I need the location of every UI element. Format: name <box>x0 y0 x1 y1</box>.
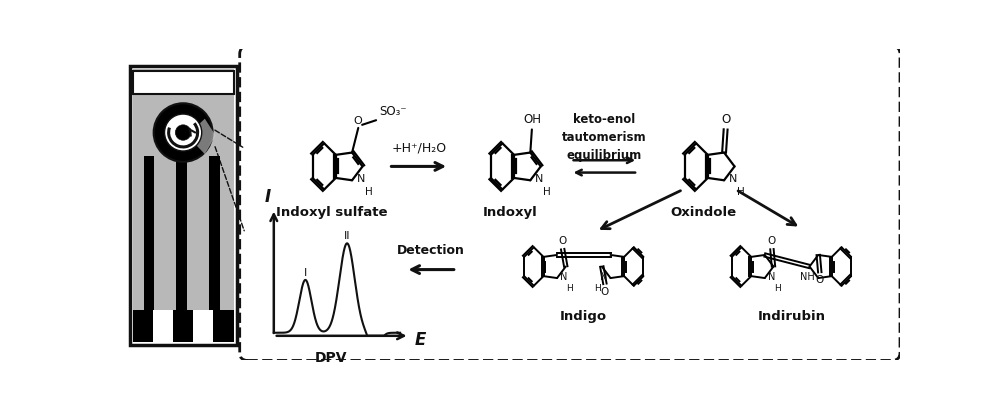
Text: II: II <box>344 231 350 241</box>
Circle shape <box>154 103 213 162</box>
Text: N: N <box>535 174 543 184</box>
Text: H: H <box>774 284 781 293</box>
Bar <box>209 156 220 310</box>
Text: OH: OH <box>523 113 541 126</box>
Text: O: O <box>601 287 609 297</box>
Text: I: I <box>265 188 271 206</box>
Text: O: O <box>816 275 824 286</box>
Text: N: N <box>768 271 775 281</box>
FancyBboxPatch shape <box>240 46 900 360</box>
Text: Indigo: Indigo <box>560 310 607 323</box>
Text: O: O <box>721 113 730 126</box>
Text: +H⁺/H₂O: +H⁺/H₂O <box>391 142 446 155</box>
Text: H: H <box>365 187 373 197</box>
Bar <box>153 310 173 342</box>
Polygon shape <box>187 119 216 154</box>
Text: keto-enol
tautomerism
equilibrium: keto-enol tautomerism equilibrium <box>562 113 646 162</box>
Bar <box>176 156 187 310</box>
Text: Oxindole: Oxindole <box>671 207 737 220</box>
Bar <box>193 310 213 342</box>
Text: Indoxyl: Indoxyl <box>483 207 538 220</box>
Text: Indoxyl sulfate: Indoxyl sulfate <box>276 207 388 220</box>
Text: N: N <box>357 174 365 184</box>
Text: SO₃⁻: SO₃⁻ <box>379 105 407 118</box>
Bar <box>133 310 234 342</box>
Text: H: H <box>737 187 745 197</box>
Text: H: H <box>566 284 573 293</box>
Bar <box>130 66 237 345</box>
Circle shape <box>175 125 191 140</box>
Bar <box>133 71 234 94</box>
Text: Detection: Detection <box>397 243 465 256</box>
Text: N: N <box>560 271 568 281</box>
Text: O: O <box>559 236 567 246</box>
Text: Indirubin: Indirubin <box>758 310 826 323</box>
Bar <box>144 156 154 310</box>
Bar <box>133 69 234 342</box>
Text: N: N <box>600 271 607 281</box>
Text: O: O <box>353 116 362 126</box>
Text: NH: NH <box>800 271 815 281</box>
Text: H: H <box>594 284 601 293</box>
Text: H: H <box>544 187 551 197</box>
Circle shape <box>165 114 202 151</box>
Text: I: I <box>304 268 307 277</box>
Text: O: O <box>768 236 776 246</box>
Text: DPV: DPV <box>315 351 347 365</box>
Text: E: E <box>415 331 426 350</box>
Text: N: N <box>729 174 737 184</box>
